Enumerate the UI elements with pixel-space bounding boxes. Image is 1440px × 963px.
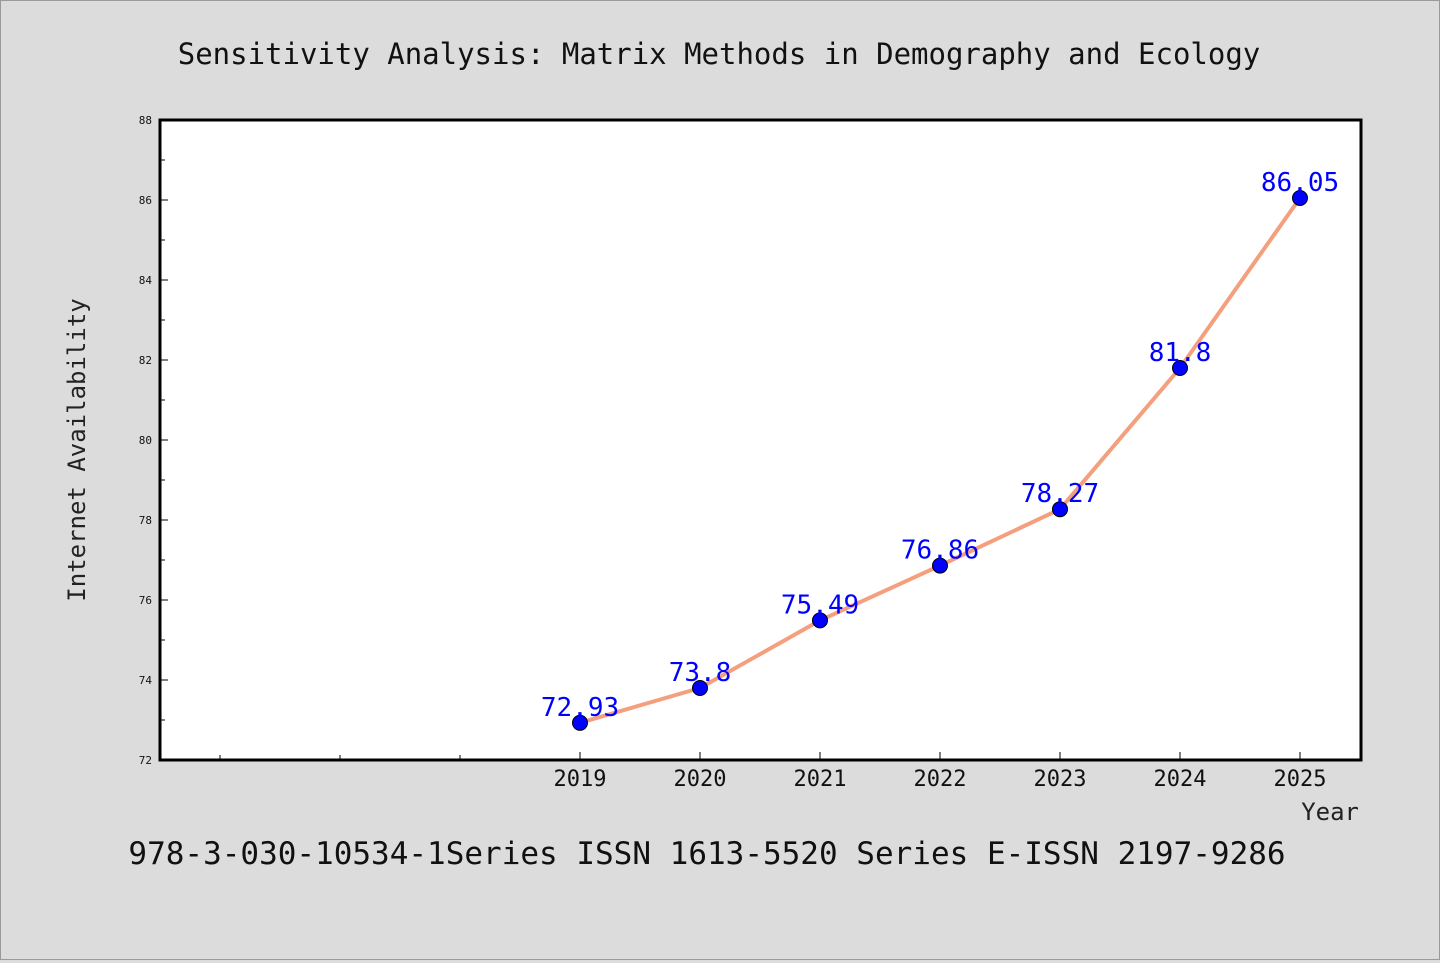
x-axis-label: Year (1301, 798, 1359, 826)
x-tick-label: 2021 (794, 767, 847, 792)
x-tick-label: 2020 (674, 767, 727, 792)
y-tick-label: 78 (139, 514, 152, 527)
y-tick-label: 72 (139, 754, 152, 767)
data-label: 72.93 (541, 693, 619, 723)
data-label: 75.49 (781, 590, 859, 620)
data-point (812, 612, 828, 629)
data-label: 76.86 (901, 536, 979, 566)
y-axis-label: Internet Availability (63, 298, 91, 601)
y-tick-label: 86 (139, 194, 152, 207)
data-label: 78.27 (1021, 479, 1099, 509)
y-tick-label: 82 (139, 354, 152, 367)
x-tick-label: 2023 (1034, 767, 1087, 792)
data-point (572, 714, 588, 731)
data-labels: 72.93 73.8 75.49 76.86 78.27 81.8 86.05 (541, 168, 1339, 723)
data-label: 73.8 (669, 658, 732, 688)
data-point (1292, 190, 1308, 206)
y-tick-label: 88 (139, 114, 152, 127)
plot-area (158, 118, 1363, 762)
series-layer (572, 190, 1308, 731)
chart-title: Sensitivity Analysis: Matrix Methods in … (178, 37, 1261, 71)
data-point (692, 680, 708, 696)
x-tick-label: 2025 (1274, 767, 1327, 792)
y-tick-label: 74 (139, 674, 153, 687)
data-label: 86.05 (1261, 168, 1339, 198)
y-axis: 72 74 76 78 80 82 84 86 88 (139, 114, 168, 767)
footer-text: 978-3-030-10534-1Series ISSN 1613-5520 S… (128, 836, 1285, 872)
x-axis: 2019 2020 2021 2022 2023 2024 2025 (219, 752, 1327, 792)
y-tick-label: 76 (139, 594, 152, 607)
data-point (932, 557, 948, 574)
x-tick-label: 2019 (554, 767, 607, 792)
y-tick-label: 80 (139, 434, 152, 447)
x-tick-label: 2022 (914, 767, 967, 792)
y-tick-label: 84 (139, 274, 153, 287)
data-point (1052, 501, 1068, 518)
x-tick-label: 2024 (1154, 767, 1207, 792)
data-label: 81.8 (1149, 338, 1212, 368)
data-point (1172, 360, 1188, 376)
